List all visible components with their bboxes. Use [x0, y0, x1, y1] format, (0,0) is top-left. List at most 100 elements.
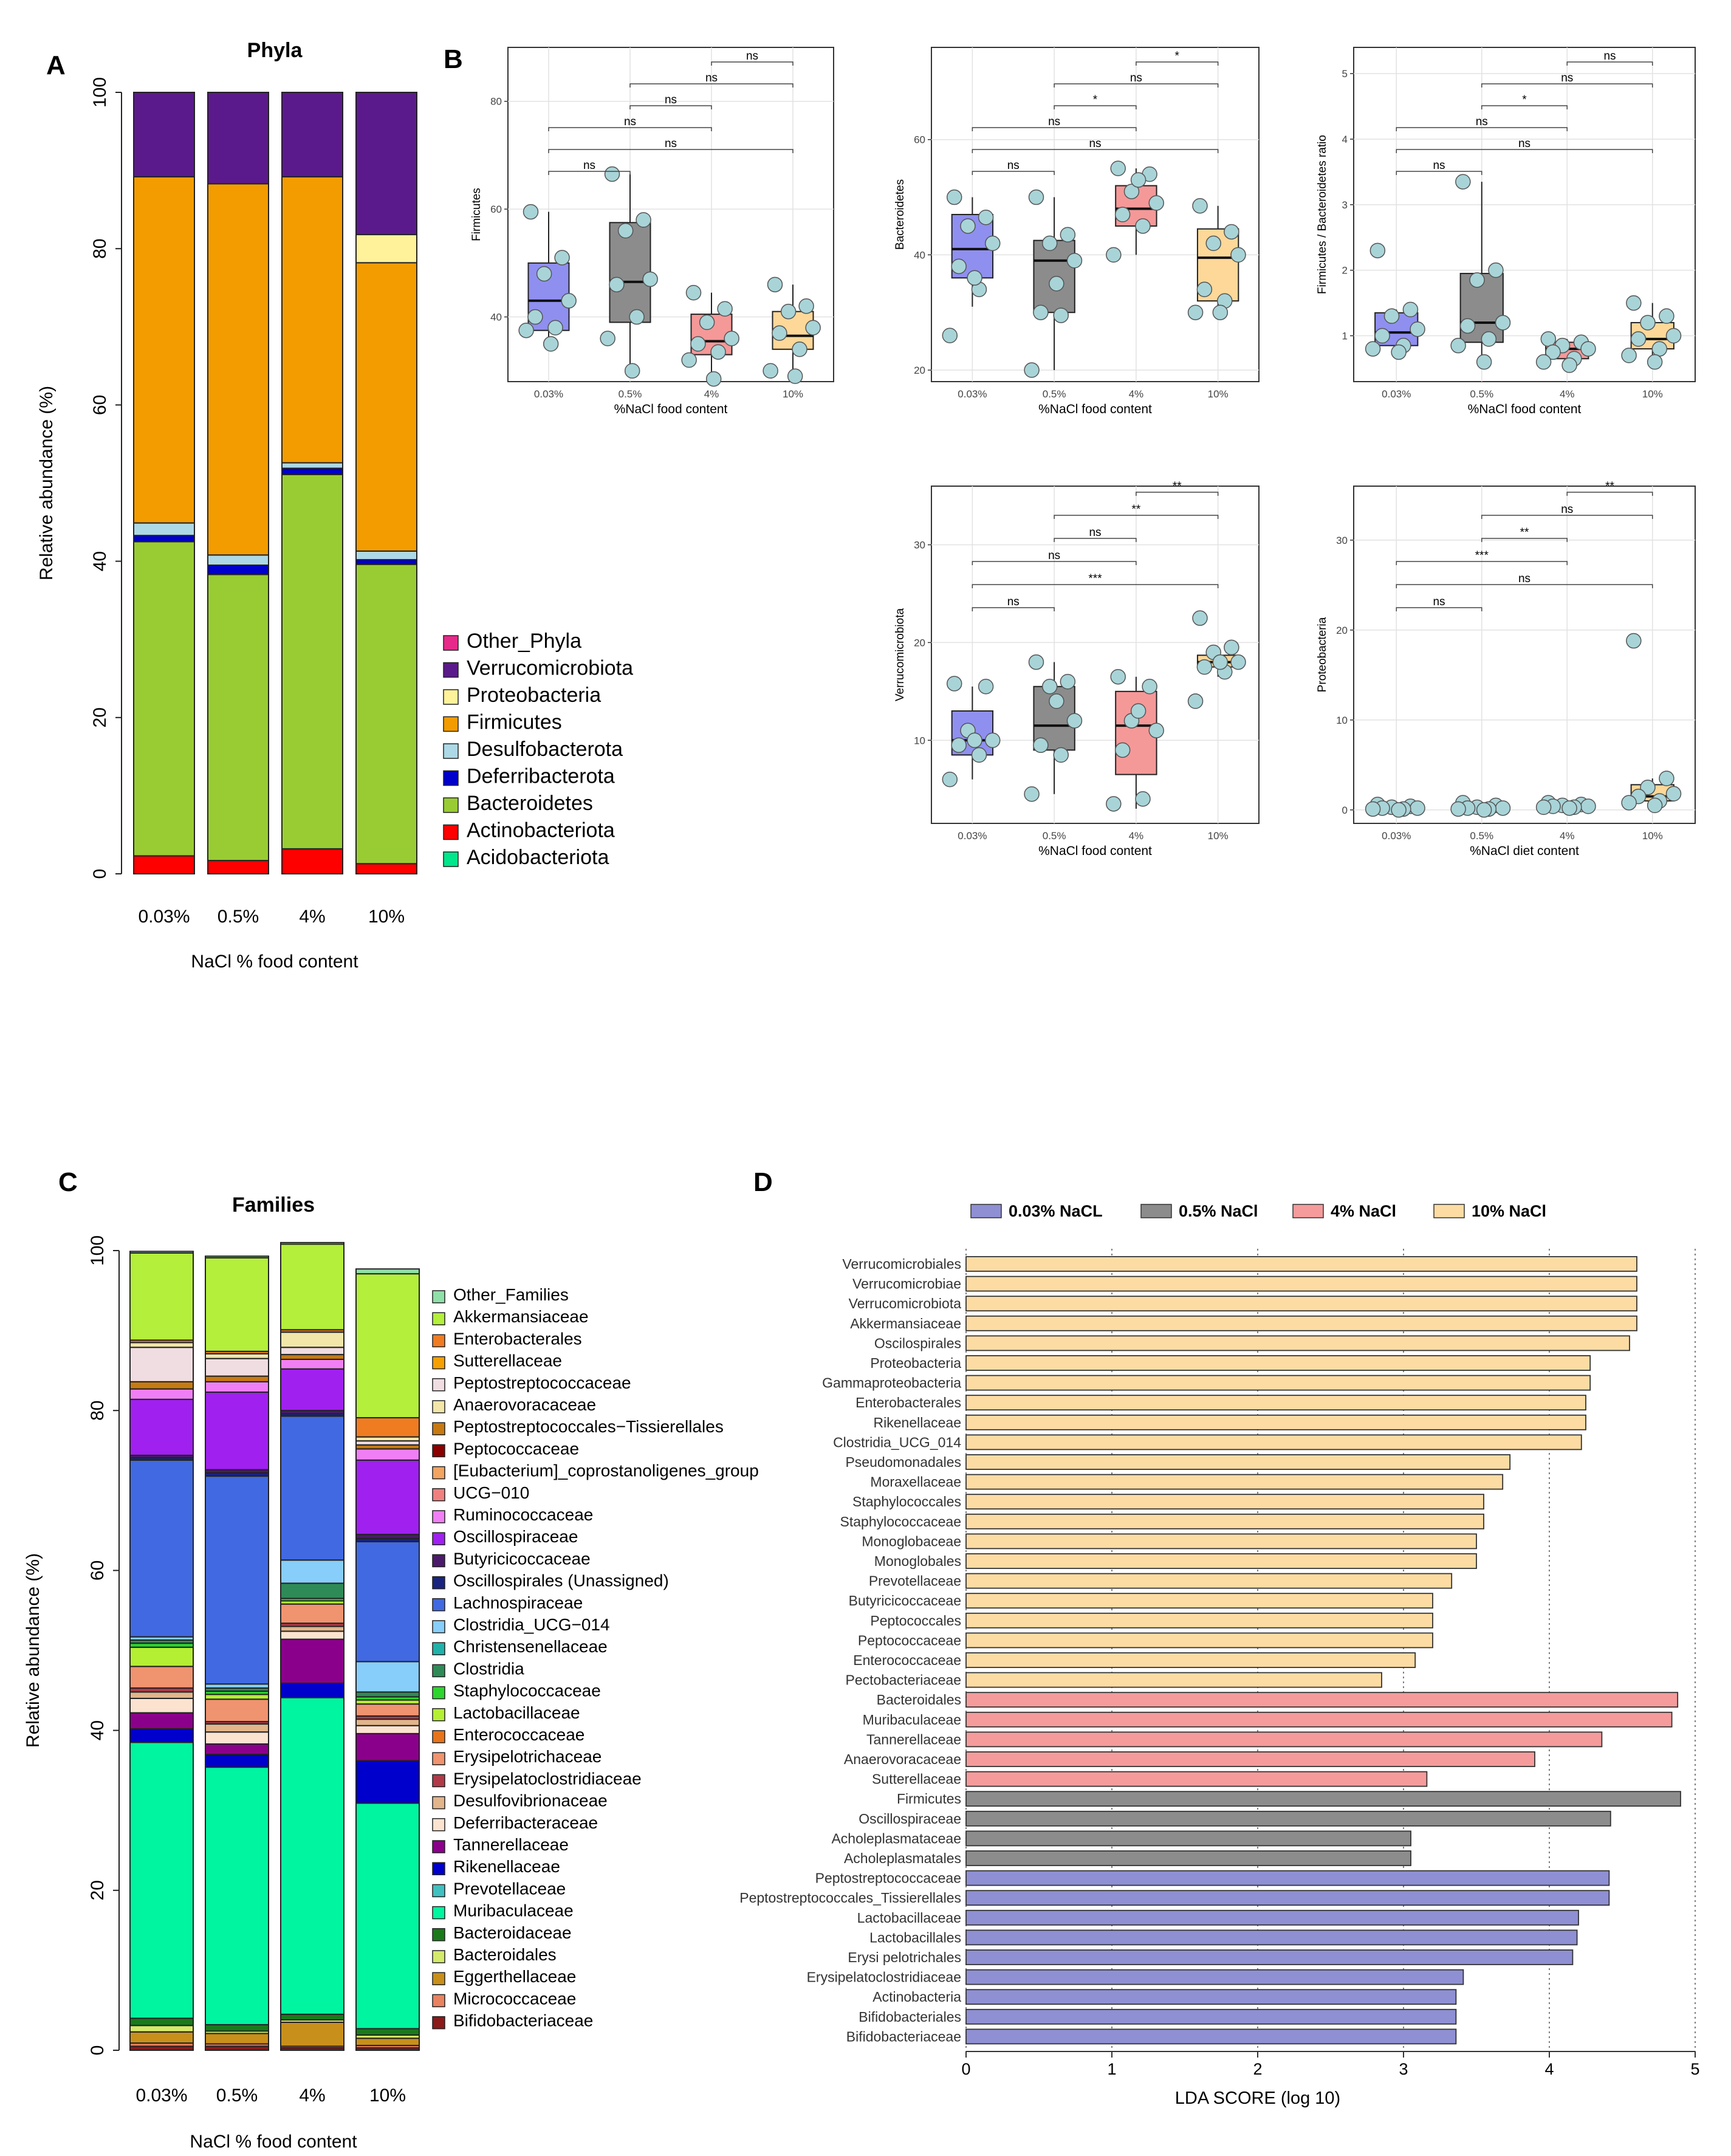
bar-segment [205, 1475, 269, 1685]
data-point [1106, 247, 1122, 263]
data-point [1135, 791, 1151, 807]
bar-label: Firmicutes [897, 1791, 961, 1807]
data-point [1391, 802, 1407, 818]
lda-bar [965, 1969, 1464, 1985]
legend-label: Sutterellaceae [453, 1351, 562, 1370]
data-point [600, 331, 615, 346]
bar-label: Proteobacteria [870, 1355, 961, 1371]
y-tick-label: 100 [90, 77, 110, 108]
legend-swatch [432, 1620, 445, 1633]
y-tick-label: 80 [490, 96, 502, 108]
x-tick-label: 4% [704, 388, 719, 400]
x-axis-label: %NaCl food content [1038, 844, 1152, 858]
bar-segment [205, 1766, 269, 2025]
bar-segment [205, 1698, 269, 1723]
lda-bar [965, 1414, 1586, 1430]
legend-swatch [432, 1334, 445, 1348]
bar-segment [207, 565, 269, 575]
legend-swatch [443, 824, 459, 840]
legend-swatch [970, 1204, 1002, 1218]
data-point [1033, 304, 1049, 320]
lda-bar [965, 1751, 1535, 1767]
lda-bar [965, 1652, 1416, 1668]
significance-label: * [1175, 50, 1180, 63]
x-axis-label: %NaCl food content [1468, 402, 1582, 416]
x-tick-label: 0.5% [1470, 388, 1493, 400]
data-point [1060, 673, 1076, 690]
legend-label: Bacteroidaceae [453, 1923, 572, 1942]
bar-segment [205, 2033, 269, 2045]
data-point [1665, 786, 1682, 802]
bar-label: Peptococcaceae [858, 1632, 961, 1648]
x-tick-label: 0.5% [1043, 388, 1066, 400]
data-point [798, 298, 814, 314]
legend-label: Lachnospiraceae [453, 1593, 583, 1612]
lda-bar [965, 1909, 1579, 1926]
bar-segment [133, 176, 195, 524]
x-axis-label: %NaCl food content [614, 402, 728, 416]
lda-bar [965, 1870, 1610, 1886]
data-point [1365, 801, 1381, 817]
bar-segment [133, 92, 195, 177]
x-tick-label: 10% [368, 907, 405, 927]
x-axis-label: NaCl % food content [190, 2132, 357, 2152]
bar-label: Verrucomicrobiota [849, 1296, 962, 1311]
data-point [561, 293, 577, 309]
x-tick-label: 2 [1253, 2060, 1262, 2078]
data-point [1142, 679, 1157, 695]
data-point [1187, 693, 1204, 709]
x-axis-label: %NaCl food content [1038, 402, 1152, 416]
significance-bracket [1396, 149, 1653, 153]
data-point [1535, 799, 1552, 815]
data-point [1192, 198, 1208, 214]
data-point [1665, 328, 1682, 344]
bar-label: Staphylococcales [852, 1494, 961, 1509]
data-point [1130, 703, 1147, 719]
lda-bar [965, 1395, 1586, 1411]
lda-bar [965, 1434, 1582, 1450]
phyla-stacked-chart: Phyla 0 20 40 60 80 100 Relative abundance (%) 0… [36, 39, 633, 972]
chart-title: Phyla [247, 39, 303, 62]
x-tick-label: 10% [1208, 388, 1229, 400]
data-point [1455, 174, 1471, 190]
legend-swatch [432, 1642, 445, 1655]
y-tick-label: 30 [914, 540, 925, 551]
bar-segment [355, 1661, 420, 1693]
lda-bar [965, 1612, 1433, 1629]
bar-segment [280, 1559, 344, 1584]
significance-label: ns [1089, 137, 1101, 150]
lda-score-chart: 0.03% NaCL 0.5% NaCl 4% NaCl 10% NaCl Verruc… [739, 1202, 1699, 2108]
data-point [1066, 713, 1083, 729]
lda-bar [965, 1275, 1637, 1292]
data-point [554, 250, 570, 266]
bar-segment [280, 1415, 344, 1561]
verrucomicrobiota-boxplot: 10 20 30 0.03% 0.5% 4% 10% Verrucomicrobiota %Na… [894, 480, 1260, 858]
bar-segment [355, 1718, 420, 1726]
bar-segment [280, 1354, 344, 1360]
data-point [629, 309, 645, 325]
bar-segment [355, 1725, 420, 1734]
data-point [1114, 207, 1131, 222]
legend-label: Bacteroidetes [467, 792, 593, 815]
legend-swatch [432, 1708, 445, 1722]
legend-label: Christensenellaceae [453, 1637, 608, 1656]
legend-swatch [432, 1488, 445, 1502]
bar-label: Lactobacillaceae [857, 1910, 961, 1926]
data-point [1365, 341, 1381, 357]
significance-bracket [972, 561, 1137, 565]
x-tick-label: 10% [369, 2086, 406, 2106]
bar-segment [205, 1391, 269, 1471]
x-tick-label: 1 [1107, 2060, 1116, 2078]
bar-label: Gammaproteobacteria [822, 1375, 961, 1391]
bar-label: Clostridia_UCG_014 [833, 1434, 961, 1450]
legend-label: 0.03% NaCL [1009, 1202, 1103, 1220]
bar-segment [129, 1398, 194, 1456]
bar-segment [129, 1691, 194, 1699]
bar-segment [355, 1703, 420, 1717]
y-axis-label: Firmicutes / Bacteroidetes ratio [1316, 135, 1329, 294]
bar-segment [355, 234, 417, 264]
x-tick-label: 4% [1560, 388, 1575, 400]
bar-label: Actinobacteria [872, 1989, 961, 2005]
significance-bracket [548, 171, 631, 175]
data-point [527, 309, 543, 325]
